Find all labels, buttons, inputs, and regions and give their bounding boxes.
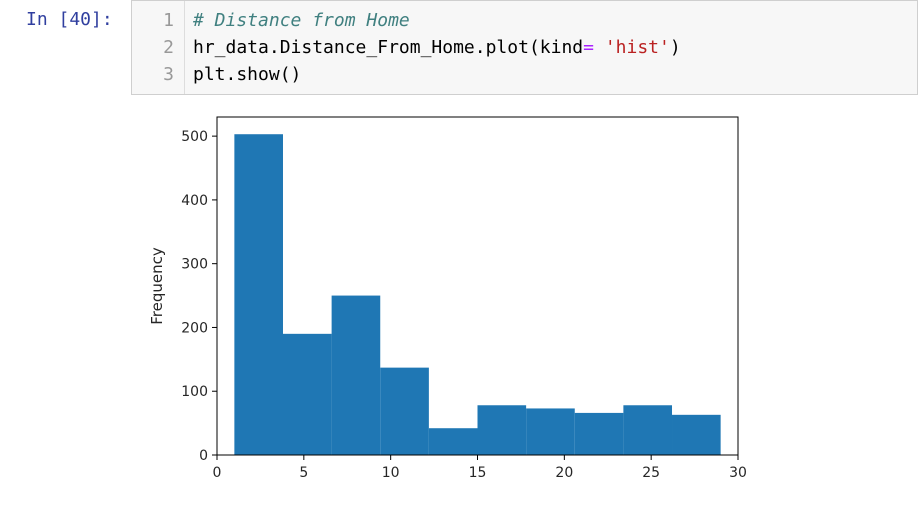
histogram-bar (282, 333, 332, 455)
code-space (594, 37, 605, 58)
code-line-2[interactable]: hr_data.Distance_From_Home.plot(kind= 'h… (193, 37, 681, 58)
histogram-chart: 0 5 10 15 20 25 30 0 100 200 300 400 500 Frequency (148, 116, 747, 481)
code-cell[interactable]: 1 2 3 # Distance from Home hr_data.Dista… (131, 0, 918, 95)
line-number: 1 (163, 10, 174, 31)
line-gutter: 1 2 3 (132, 1, 185, 94)
histogram-bar (526, 408, 575, 455)
histogram-bar (672, 414, 721, 455)
x-tick-label: 30 (729, 465, 747, 481)
bars-group (234, 134, 721, 455)
y-tick-label: 400 (181, 193, 208, 209)
histogram-bar (623, 405, 673, 455)
code-text: plt.show() (193, 64, 302, 85)
y-axis-label: Frequency (148, 247, 166, 325)
y-tick-label: 500 (181, 129, 208, 145)
y-axis-ticks: 0 100 200 300 400 500 (181, 129, 217, 464)
line-number: 3 (163, 64, 174, 85)
histogram-bar (234, 134, 283, 455)
y-tick-label: 0 (199, 448, 208, 464)
code-line-3[interactable]: plt.show() (193, 64, 301, 85)
cell-output: 0 5 10 15 20 25 30 0 100 200 300 400 500 Frequency (131, 100, 918, 506)
cell-prompt: In [40]: (26, 9, 113, 30)
x-tick-label: 10 (382, 465, 400, 481)
histogram-bar (331, 295, 381, 455)
histogram-bar (574, 412, 624, 455)
code-text: ) (669, 37, 681, 58)
code-operator: = (583, 37, 594, 58)
x-tick-label: 0 (213, 465, 222, 481)
histogram-bar (380, 367, 429, 455)
histogram-bar (477, 405, 527, 455)
y-tick-label: 300 (181, 257, 208, 273)
histogram-bar (428, 428, 478, 455)
code-line-1[interactable]: # Distance from Home (193, 10, 410, 31)
x-tick-label: 5 (299, 465, 308, 481)
y-tick-label: 200 (181, 320, 208, 336)
code-string: 'hist' (604, 37, 670, 58)
x-tick-label: 25 (642, 465, 660, 481)
code-text: hr_data.Distance_From_Home.plot(kind (193, 37, 584, 58)
code-comment: # Distance from Home (193, 10, 410, 31)
line-number: 2 (163, 37, 174, 58)
x-axis-ticks: 0 5 10 15 20 25 30 (213, 455, 747, 481)
y-tick-label: 100 (181, 384, 208, 400)
x-tick-label: 20 (555, 465, 573, 481)
x-tick-label: 15 (469, 465, 487, 481)
